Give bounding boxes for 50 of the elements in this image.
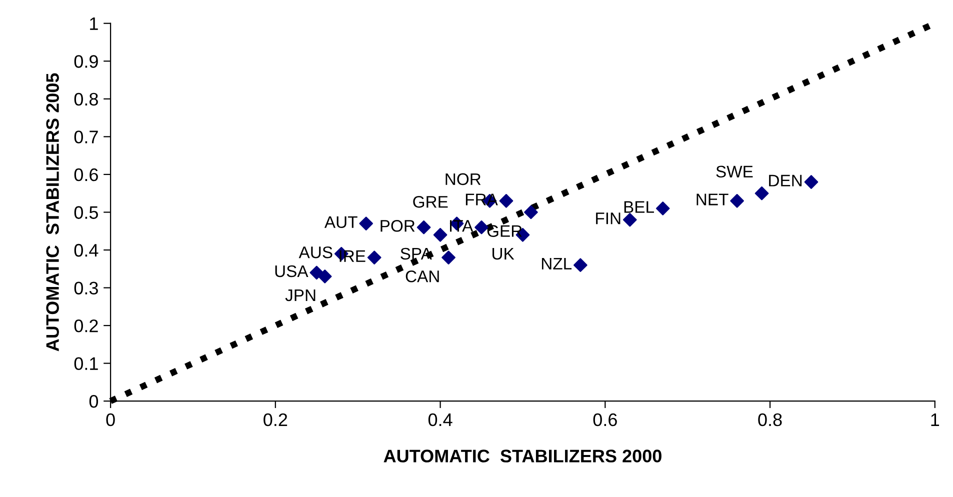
annotation: AUT [324, 216, 358, 228]
point [442, 250, 456, 264]
y-tick-label: 0 [89, 395, 98, 408]
y-tick-label: 0.3 [74, 282, 98, 294]
point [416, 220, 431, 234]
point [318, 270, 332, 284]
point [499, 194, 514, 208]
annotation: USA [275, 265, 308, 278]
y-tick-label: 0.5 [74, 206, 98, 219]
annotation: DEN [769, 174, 802, 186]
annotation: AUS [298, 246, 332, 258]
annotation: FIN [596, 212, 620, 224]
point [310, 266, 324, 280]
point [367, 250, 382, 264]
y-tick-label: 0.2 [74, 319, 98, 332]
y-tick-label: 0.8 [74, 92, 98, 106]
point [359, 216, 373, 230]
y-tick-label: 0.1 [74, 357, 98, 370]
y-tick-label: 0.9 [74, 55, 98, 68]
y-tick-label: 0.7 [74, 130, 98, 144]
annotation: GRE [413, 196, 448, 208]
x-axis-title: AUTOMATIC STABILIZERS 2000 [384, 450, 662, 462]
point [433, 228, 448, 242]
point [622, 212, 637, 227]
annotation: NET [696, 194, 728, 206]
x-tick-label: 0 [106, 413, 115, 426]
annotation: POR [380, 220, 415, 232]
point [656, 202, 670, 216]
x-tick-label: 0.2 [264, 413, 288, 426]
point [804, 175, 818, 189]
annotation: NZL [542, 258, 572, 270]
point [474, 220, 488, 234]
point [730, 194, 744, 208]
y-tick-label: 0.6 [74, 168, 98, 182]
x-tick-label: 1 [931, 414, 940, 426]
point [754, 186, 769, 200]
annotation: UK [492, 248, 514, 260]
y-tick-label: 0.4 [74, 244, 98, 257]
x-tick-label: 0.6 [593, 413, 617, 426]
annotation: BEL [624, 201, 654, 213]
point [524, 205, 538, 220]
x-tick-label: 0.4 [428, 413, 452, 426]
y-axis-title: AUTOMATIC STABILIZERS 2005 [46, 73, 59, 352]
annotation: SWE [716, 166, 753, 178]
y-tick-label: 1 [90, 17, 98, 30]
annotation: JPN [285, 290, 316, 302]
annotation: CAN [406, 270, 439, 282]
point [574, 258, 588, 272]
x-tick-label: 0.8 [758, 413, 782, 426]
annotation: NOR [446, 173, 481, 186]
